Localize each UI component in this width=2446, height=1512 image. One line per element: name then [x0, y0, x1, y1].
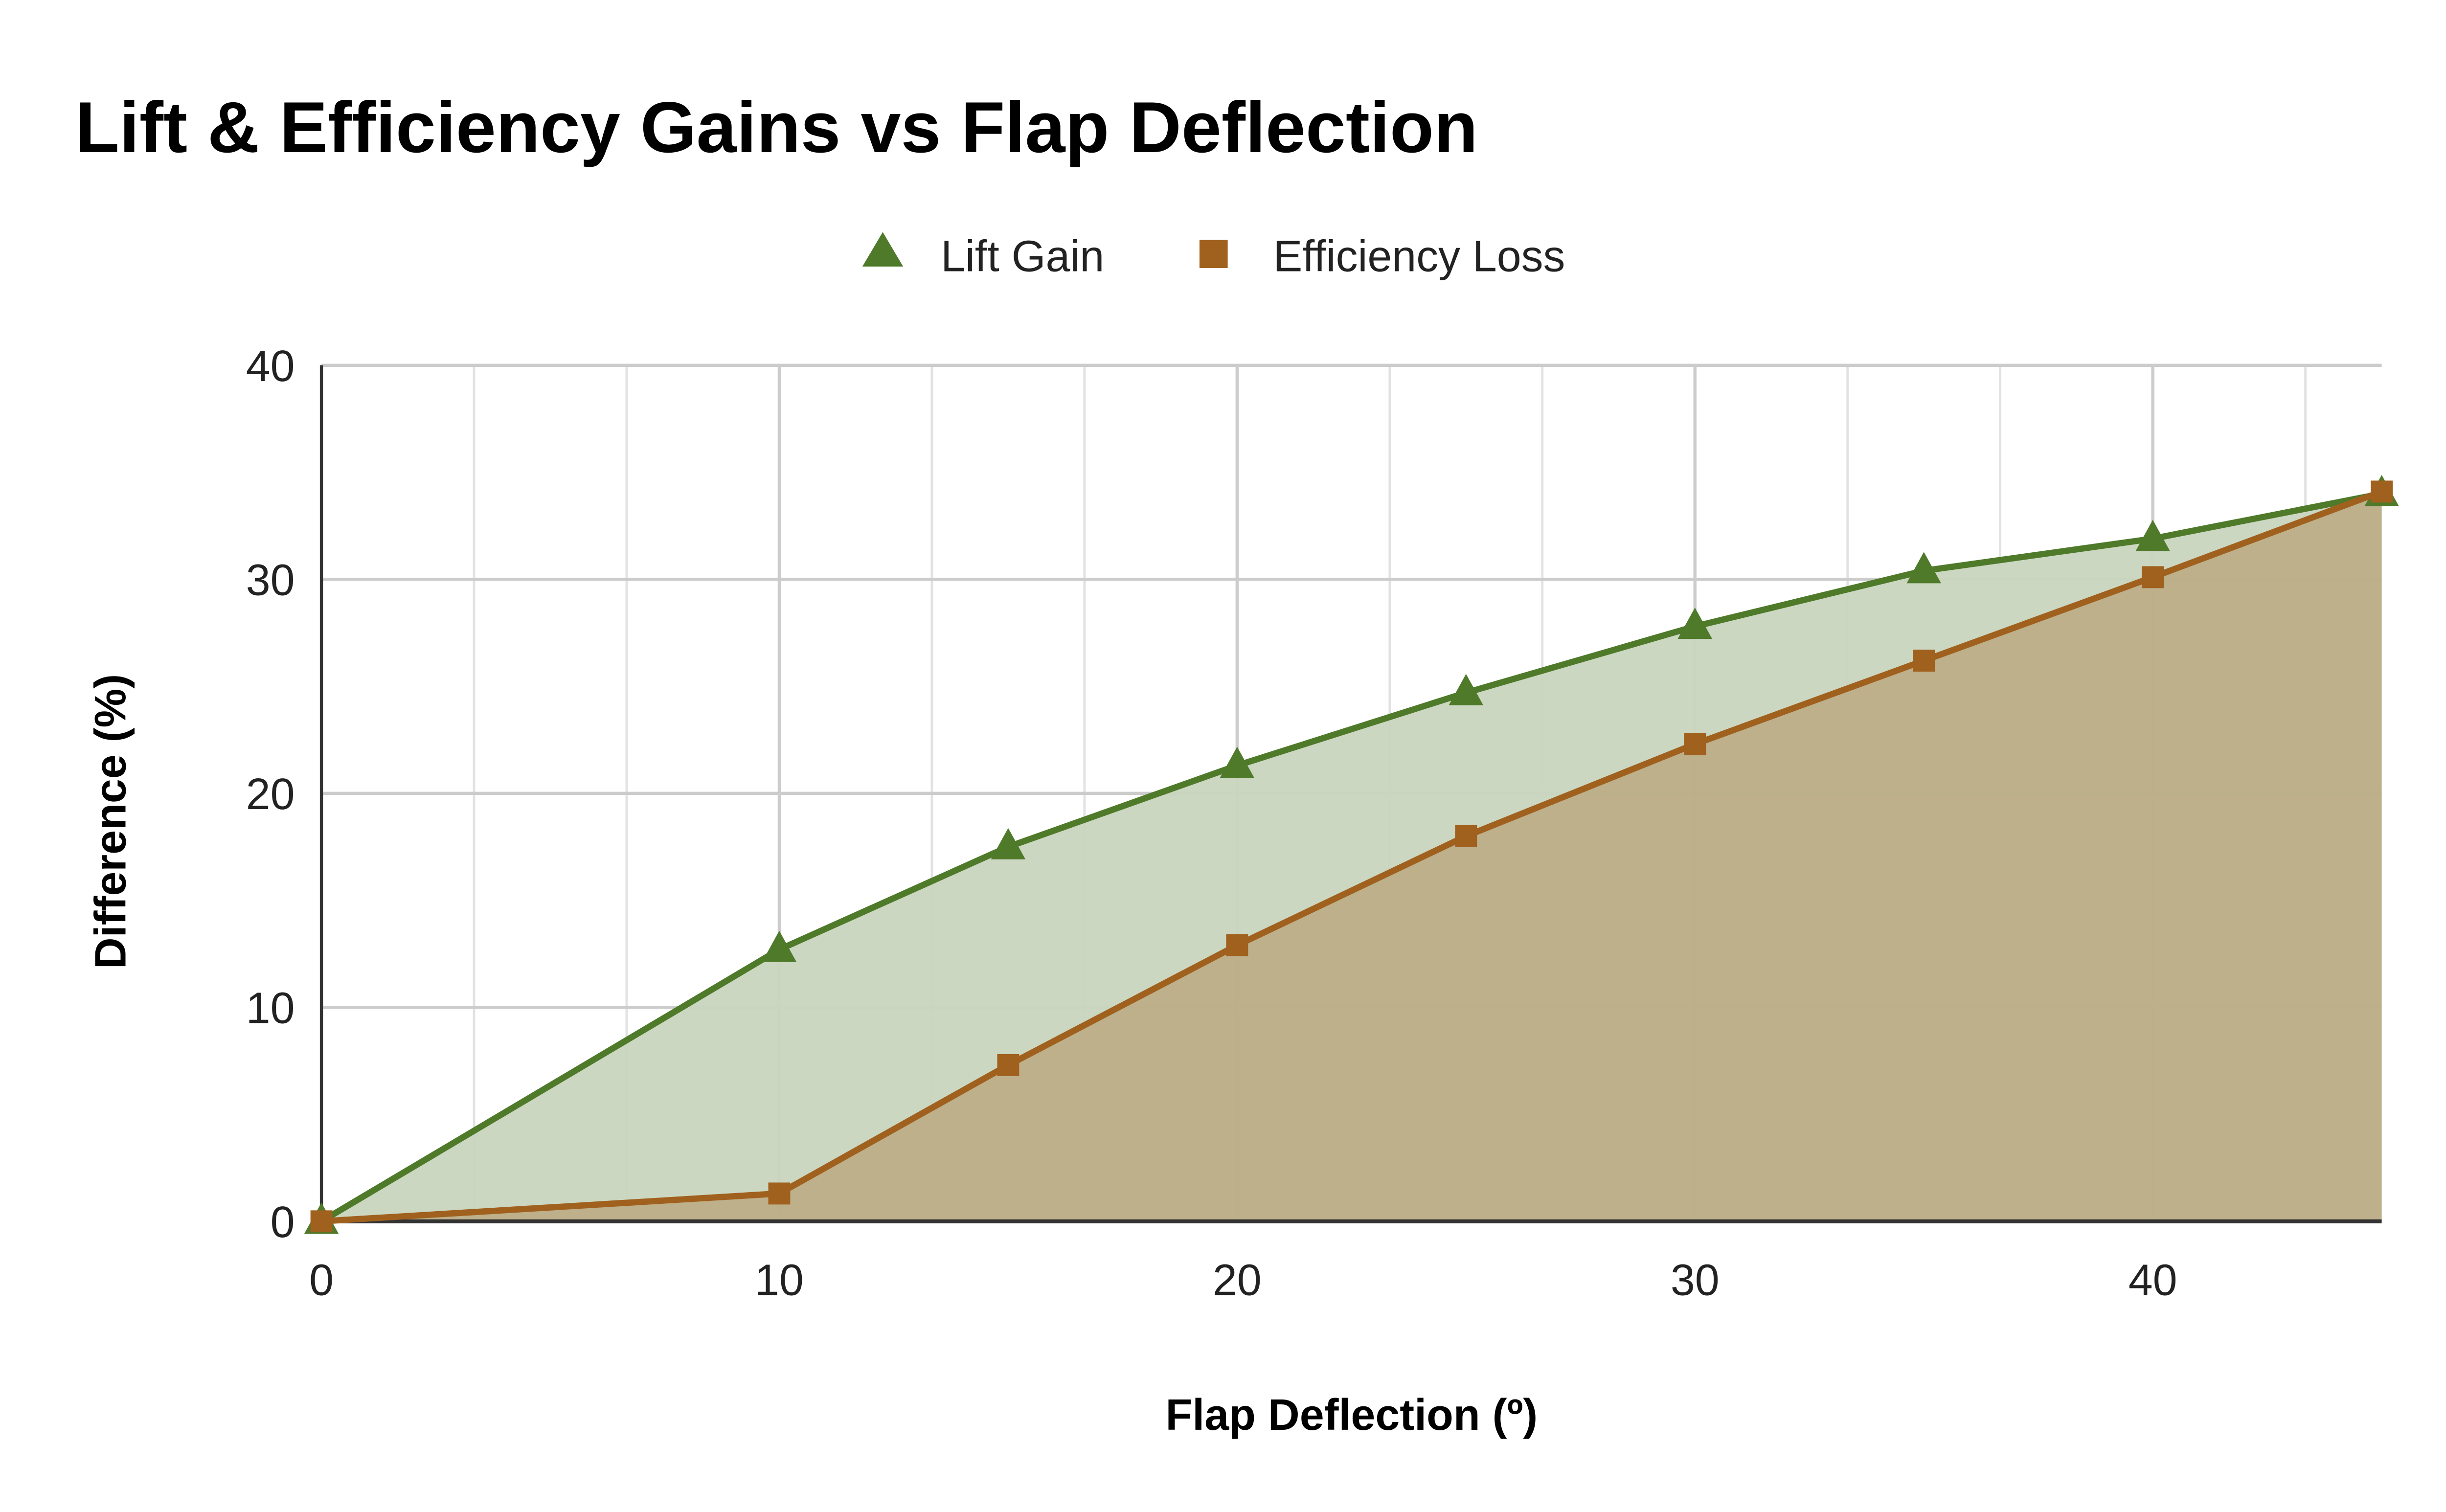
- point-marker: [2135, 519, 2170, 551]
- point-marker: [768, 1182, 791, 1205]
- y-tick-label: 40: [246, 342, 295, 391]
- y-axis-title: Difference (%): [86, 674, 135, 969]
- y-tick-label: 30: [246, 556, 295, 605]
- tick-labels: 0 10 20 30 40 0 10 20 30 40: [246, 342, 2177, 1305]
- point-marker: [1913, 650, 1935, 672]
- legend-label: Efficiency Loss: [1273, 232, 1565, 281]
- chart-title: Lift & Efficiency Gains vs Flap Deflecti…: [75, 88, 1478, 168]
- square-marker-icon: [1199, 240, 1228, 269]
- point-marker: [991, 828, 1026, 859]
- axes: [319, 365, 2382, 1223]
- point-marker: [1455, 825, 1477, 847]
- point-marker: [997, 1054, 1019, 1076]
- legend: Lift Gain Efficiency Loss: [862, 232, 1565, 281]
- legend-label: Lift Gain: [941, 232, 1104, 281]
- point-marker: [1677, 608, 1712, 639]
- series-lines: [304, 474, 2399, 1234]
- area-efficiency-loss: [321, 491, 2382, 1221]
- point-marker: [1226, 934, 1248, 956]
- x-tick-label: 0: [309, 1256, 334, 1305]
- x-tick-label: 10: [755, 1256, 804, 1305]
- point-marker: [310, 1210, 333, 1233]
- point-marker: [2371, 480, 2393, 503]
- point-marker: [762, 930, 797, 962]
- x-tick-label: 30: [1671, 1256, 1720, 1305]
- point-marker: [1449, 674, 1484, 705]
- y-tick-label: 0: [271, 1198, 295, 1247]
- point-marker: [1220, 746, 1255, 778]
- y-tick-label: 20: [246, 770, 295, 819]
- y-tick-label: 10: [246, 984, 295, 1033]
- areas: [321, 491, 2382, 1221]
- legend-item-efficiency-loss[interactable]: Efficiency Loss: [1199, 232, 1565, 281]
- point-marker: [2142, 566, 2164, 588]
- triangle-marker-icon: [862, 232, 904, 267]
- x-tick-label: 40: [2129, 1256, 2177, 1305]
- point-marker: [1684, 733, 1706, 755]
- point-marker: [1906, 552, 1941, 584]
- x-tick-label: 20: [1213, 1256, 1262, 1305]
- legend-item-lift-gain[interactable]: Lift Gain: [862, 232, 1104, 281]
- x-axis-title: Flap Deflection (º): [1165, 1391, 1538, 1440]
